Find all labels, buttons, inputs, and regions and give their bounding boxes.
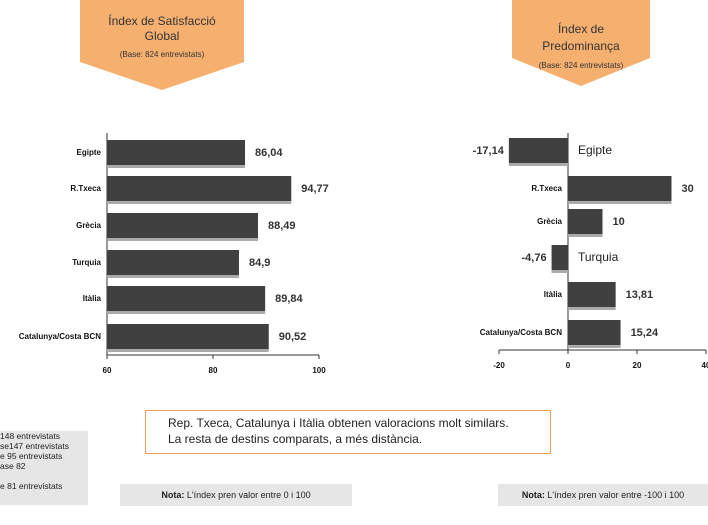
y-tick-label: R.Txeca xyxy=(531,184,562,193)
header-shape xyxy=(512,0,650,86)
chart-subtitle: (Base: 824 entrevistats) xyxy=(539,61,624,70)
bar xyxy=(551,245,568,270)
y-tick-label: Itàlia xyxy=(544,290,563,299)
side-box: 148 entrevistats se147 entrevistats e 95… xyxy=(0,431,88,505)
x-tick-label: 100 xyxy=(312,366,326,375)
value-label: 13,81 xyxy=(626,289,654,301)
bar-shadow xyxy=(107,275,239,278)
nota-label: Nota: xyxy=(161,490,185,500)
side-line: ase 82 xyxy=(0,461,26,471)
note-line: La resta de destins comparats, a més dis… xyxy=(168,432,423,446)
x-tick-label: 60 xyxy=(103,366,112,375)
y-tick-label: Grècia xyxy=(76,221,101,230)
bar xyxy=(107,140,246,165)
chart-title: Índex de Satisfacció Global xyxy=(108,13,216,43)
y-tick-label: R.Txeca xyxy=(70,184,101,193)
y-tick-label: Turquia xyxy=(72,258,101,267)
value-label: 84,9 xyxy=(249,257,270,269)
nota-text: L'índex pren valor entre 0 i 100 xyxy=(184,490,311,500)
y-tick-label: Grècia xyxy=(537,217,562,226)
bar-shadow xyxy=(107,311,266,314)
y-tick-label: Egipte xyxy=(77,148,102,157)
bar xyxy=(508,138,568,163)
y-tick-label: Egipte xyxy=(578,143,612,157)
chart-subtitle: (Base: 824 entrevistats) xyxy=(120,50,205,59)
bar-shadow xyxy=(107,165,246,168)
side-line: 148 entrevistats xyxy=(0,431,61,441)
x-tick-label: 20 xyxy=(633,361,642,370)
side-line: e 95 entrevistats xyxy=(0,451,63,461)
bar-shadow xyxy=(568,345,621,348)
y-tick-label: Itàlia xyxy=(83,294,102,303)
y-tick-label: Catalunya/Costa BCN xyxy=(480,328,562,337)
bar-shadow xyxy=(107,349,269,352)
value-label: 88,49 xyxy=(268,220,296,232)
side-line: se147 entrevistats xyxy=(0,441,69,451)
bar xyxy=(568,176,672,201)
bar-shadow xyxy=(568,234,603,237)
bar-shadow xyxy=(568,307,616,310)
bar-shadow xyxy=(107,201,292,204)
value-label: 90,52 xyxy=(279,331,307,343)
bar xyxy=(568,320,621,345)
header-shape xyxy=(80,0,244,90)
x-tick-label: 0 xyxy=(566,361,571,370)
nota-label: Nota: xyxy=(521,490,545,500)
y-tick-label: Catalunya/Costa BCN xyxy=(19,332,101,341)
nota-box: Nota: L'índex pren valor entre -100 i 10… xyxy=(498,484,708,506)
y-tick-label: Turquia xyxy=(578,250,619,264)
value-label: -4,76 xyxy=(521,252,546,264)
value-label: 89,84 xyxy=(275,293,303,305)
value-label: 15,24 xyxy=(631,327,659,339)
x-tick-label: 80 xyxy=(209,366,218,375)
bar-shadow xyxy=(568,201,672,204)
nota-box: Nota: L'índex pren valor entre 0 i 100 xyxy=(120,484,352,506)
bar-shadow xyxy=(107,238,258,241)
value-label: 86,04 xyxy=(255,147,283,159)
bar xyxy=(107,213,258,238)
bar-shadow xyxy=(551,270,568,273)
x-tick-label: -20 xyxy=(493,361,505,370)
side-line: e 81 entrevistats xyxy=(0,481,63,491)
bar xyxy=(568,209,603,234)
value-label: 30 xyxy=(682,183,694,195)
bar xyxy=(107,176,292,201)
note-box: Rep. Txeca, Catalunya i Itàlia obtenen v… xyxy=(145,410,551,454)
bar xyxy=(107,324,269,349)
bar xyxy=(107,250,239,275)
note-line: Rep. Txeca, Catalunya i Itàlia obtenen v… xyxy=(168,416,509,430)
bar xyxy=(568,282,616,307)
value-label: 10 xyxy=(613,216,625,228)
value-label: -17,14 xyxy=(473,145,505,157)
bar-shadow xyxy=(508,163,568,166)
value-label: 94,77 xyxy=(301,183,329,195)
nota-text: L'índex pren valor entre -100 i 100 xyxy=(544,490,685,500)
chart-title: Índex de Predominança xyxy=(542,21,620,53)
x-tick-label: 40 xyxy=(702,361,708,370)
bar xyxy=(107,286,266,311)
